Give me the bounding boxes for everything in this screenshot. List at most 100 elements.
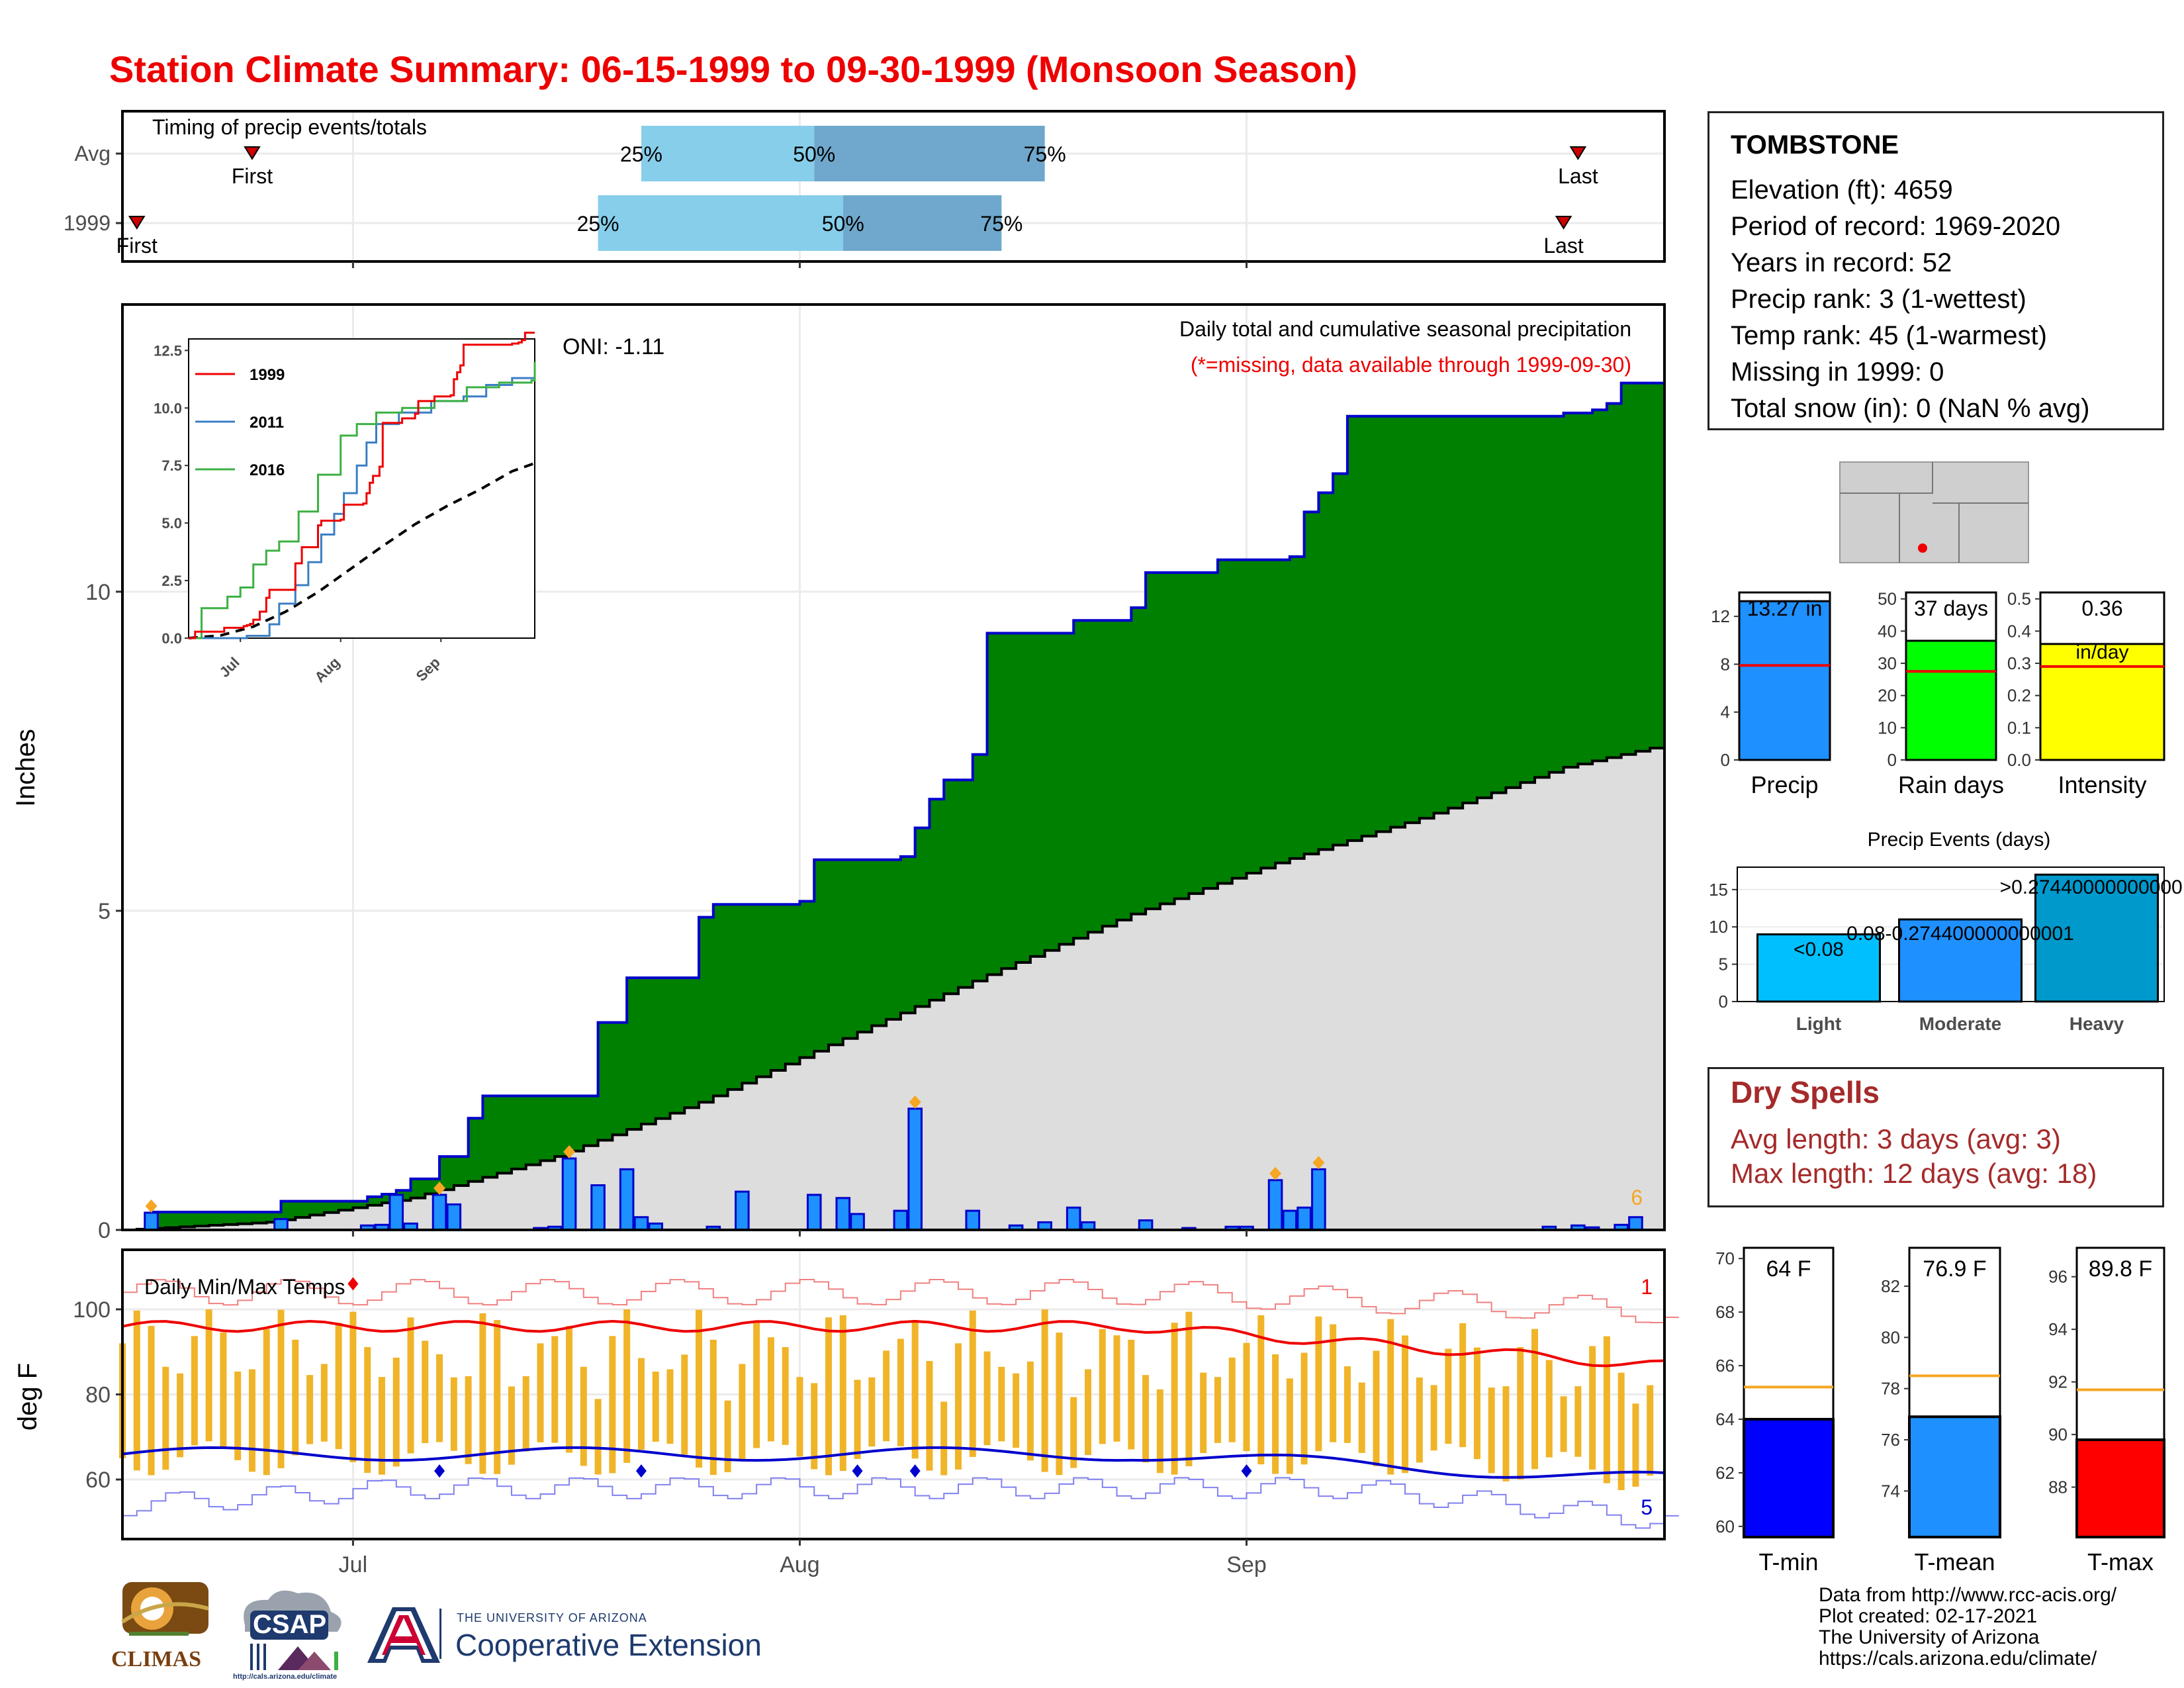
- temp-ylabel: deg F: [13, 1363, 42, 1430]
- temp-total-ytick-label: 90: [2048, 1425, 2068, 1444]
- daily-temp-bar: [1315, 1316, 1322, 1452]
- event-bar: [1756, 933, 1881, 1003]
- daily-temp-bar: [277, 1309, 285, 1468]
- temp-total-bar: [1908, 1415, 2001, 1539]
- daily-temp-bar: [320, 1364, 328, 1442]
- footer-line: Plot created: 02-17-2021: [1819, 1605, 2038, 1627]
- total-ytick-label: 20: [1878, 686, 1897, 706]
- station-info-line: Total snow (in): 0 (NaN % avg): [1731, 394, 2090, 423]
- station-info-line: Period of record: 1969-2020: [1731, 212, 2061, 241]
- footer-line: The University of Arizona: [1819, 1626, 2040, 1648]
- temp-total-label: T-min: [1759, 1548, 1819, 1575]
- csap-logo: [244, 1590, 341, 1670]
- daily-temp-bar: [1358, 1382, 1365, 1453]
- daily-temp-bar: [998, 1366, 1005, 1442]
- daily-precip-bar: [1311, 1168, 1326, 1231]
- total-value-label: 13.27 in: [1747, 596, 1823, 620]
- daily-temp-bar: [796, 1377, 803, 1457]
- temp-total-ytick-label: 82: [1881, 1276, 1900, 1296]
- cumulative-1999-line: [122, 381, 1664, 1231]
- temp-total-ytick-label: 94: [2048, 1319, 2068, 1339]
- daily-temp-bar: [1026, 1361, 1034, 1461]
- temp-total-ytick-label: 64: [1715, 1409, 1735, 1429]
- precip-panel-border: [121, 303, 1666, 1231]
- ua-logo-icon: [367, 1607, 440, 1663]
- page-title: Station Climate Summary: 06-15-1999 to 0…: [109, 48, 1357, 90]
- daily-temp-bar: [1430, 1385, 1437, 1451]
- daily-temp-bar: [1445, 1348, 1452, 1444]
- daily-temp-bar: [508, 1386, 515, 1465]
- station-info-line: Precip rank: 3 (1-wettest): [1731, 285, 2026, 314]
- daily-temp-bar: [1545, 1360, 1553, 1458]
- daily-temp-bar: [479, 1313, 486, 1474]
- precip-ytick-label: 5: [98, 899, 111, 924]
- timing-row-label: 1999: [64, 211, 111, 235]
- daily-precip-bar: [1267, 1179, 1283, 1231]
- event-bar: [2034, 873, 2159, 1003]
- record-marker: [1269, 1166, 1282, 1180]
- station-location-marker: [1918, 543, 1927, 553]
- last-event-label: Last: [1543, 234, 1584, 258]
- daily-temp-bar: [349, 1311, 357, 1462]
- temp-total-ytick-label: 62: [1715, 1463, 1735, 1483]
- daily-temp-bar: [407, 1317, 414, 1454]
- daily-temp-bar: [1156, 1389, 1163, 1474]
- daily-precip-bar: [1297, 1206, 1312, 1231]
- total-label: Intensity: [2058, 771, 2146, 798]
- record-low-marker: [1241, 1464, 1252, 1478]
- first-event-marker: [128, 216, 146, 230]
- daily-temp-bar: [494, 1320, 501, 1474]
- daily-temp-bar: [868, 1377, 876, 1447]
- daily-temp-bar: [1228, 1357, 1236, 1442]
- daily-temp-bar: [1574, 1386, 1582, 1457]
- temp-total-ytick-label: 70: [1715, 1248, 1735, 1268]
- locator-map: [1839, 461, 2029, 563]
- total-ytick-label: 0: [1888, 750, 1897, 770]
- quartile-label-75: 75%: [1024, 142, 1066, 166]
- daily-temp-bar: [854, 1380, 861, 1459]
- daily-temp-bar: [1402, 1335, 1409, 1474]
- event-bar-label: >0.274400000000001: [2000, 876, 2184, 898]
- events-ytick-label: 15: [1709, 880, 1728, 900]
- dry-spells-box: Dry Spells Avg length: 3 days (avg: 3) M…: [1707, 1067, 2164, 1207]
- daily-temp-bar: [537, 1343, 544, 1442]
- daily-temp-bar: [364, 1346, 371, 1473]
- daily-temp-bar: [666, 1369, 674, 1444]
- first-event-marker: [244, 146, 261, 160]
- climas-logo: [121, 1582, 209, 1636]
- daily-temp-bar: [335, 1323, 342, 1450]
- temp-total-ytick-label: 68: [1715, 1302, 1735, 1322]
- daily-temp-bar: [637, 1358, 645, 1450]
- daily-temp-bar: [1142, 1375, 1150, 1463]
- station-info-line: Temp rank: 45 (1-warmest): [1731, 321, 2047, 350]
- daily-temp-bar: [609, 1336, 616, 1474]
- precip-corner-label: 6: [1631, 1186, 1643, 1209]
- daily-temp-bar: [263, 1329, 270, 1476]
- inset-ytick-label: 7.5: [161, 457, 182, 474]
- first-event-label: First: [232, 164, 273, 188]
- daily-temp-bar: [811, 1383, 818, 1470]
- temp-ytick-label: 100: [73, 1297, 111, 1323]
- record-marker: [433, 1181, 446, 1195]
- last-event-label: Last: [1558, 164, 1598, 188]
- events-title: Precip Events (days): [1868, 829, 2051, 851]
- average-cumulative-line: [122, 745, 1666, 1231]
- daily-temp-bar: [1330, 1324, 1337, 1442]
- record-low-marker: [852, 1464, 863, 1478]
- total-label: Rain days: [1898, 771, 2004, 798]
- daily-temp-bar: [292, 1339, 299, 1456]
- inset-ytick-label: 0.0: [161, 630, 182, 647]
- daily-temp-bar: [1171, 1323, 1178, 1475]
- record-low-marker: [909, 1464, 921, 1478]
- daily-temp-bar: [177, 1373, 184, 1458]
- total-ytick-label: 8: [1721, 654, 1730, 674]
- daily-temp-bar: [133, 1310, 140, 1471]
- total-value-label: 0.36: [2081, 596, 2122, 620]
- daily-temp-bar: [220, 1332, 227, 1448]
- oni-label: ONI: -1.11: [563, 334, 664, 359]
- daily-precip-bar: [633, 1216, 649, 1231]
- dry-spells-avg: Avg length: 3 days (avg: 3): [1731, 1123, 2061, 1154]
- daily-temp-bar: [839, 1315, 846, 1472]
- csap-wordmark: CSAP: [253, 1610, 327, 1639]
- station-info-line: Years in record: 52: [1731, 248, 1952, 277]
